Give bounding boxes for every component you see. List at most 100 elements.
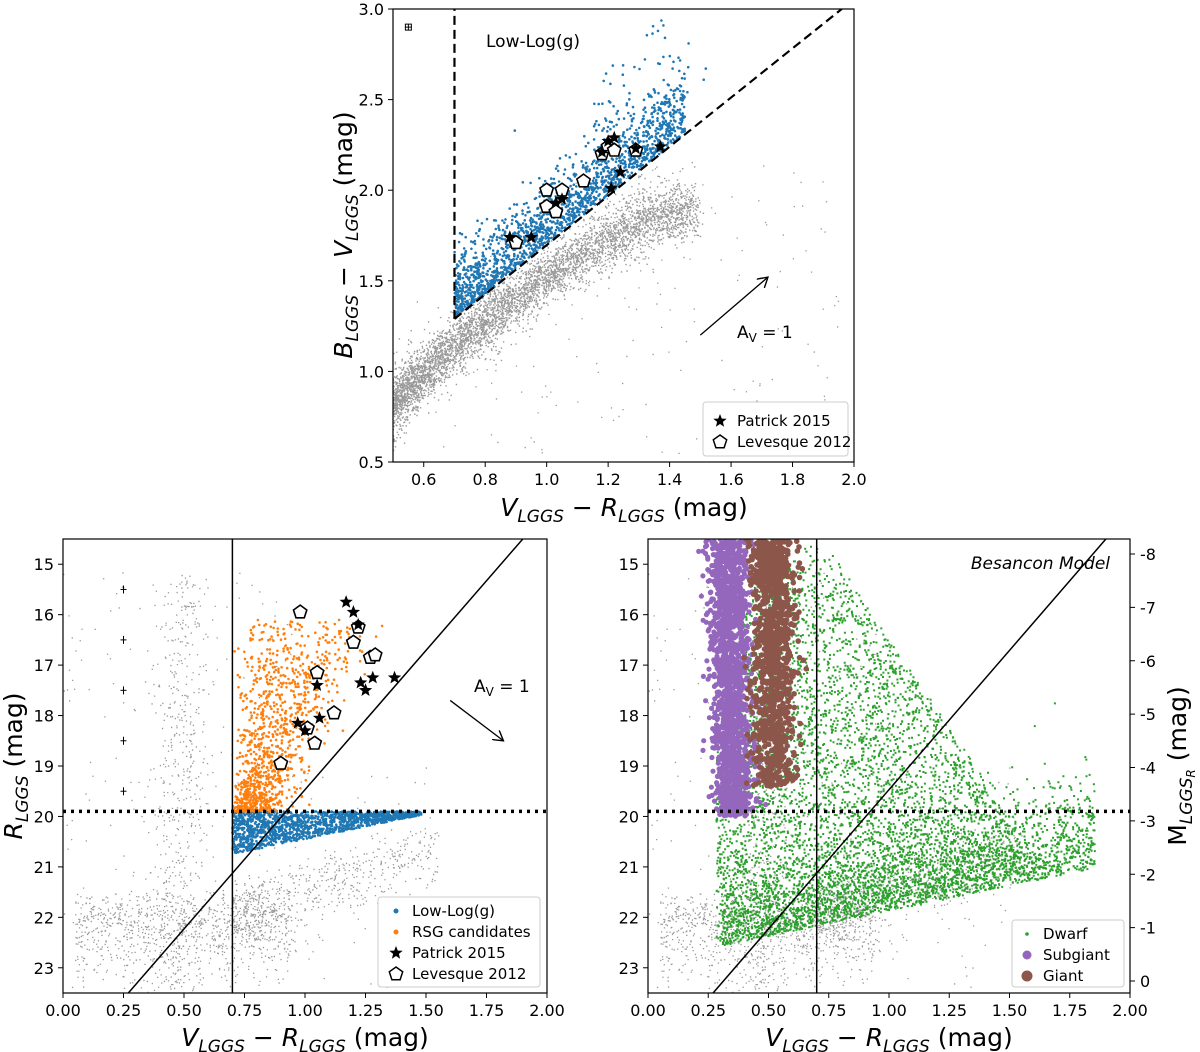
- patrick-2015-marker: [366, 670, 380, 684]
- y2-tick-label: -4: [1140, 759, 1156, 778]
- reddening-arrow: [449, 699, 503, 740]
- levesque-2012-marker: [575, 173, 592, 188]
- y2-tick-label: -8: [1140, 545, 1156, 564]
- legend-pentagon-icon: [388, 966, 404, 981]
- legend-giant-dot: [1021, 970, 1033, 982]
- y2-tick-label: -2: [1140, 865, 1156, 884]
- bottom-left-panel: 0.00 0.25 0.50 0.75 1.00 1.25 1.50 1.75 2.00 151…: [0, 538, 565, 1052]
- legend-low-logg-dot: [393, 908, 399, 914]
- levesque-2012-marker: [367, 647, 383, 662]
- dwarf-points: [715, 545, 1096, 946]
- patrick-2015-marker: [339, 595, 353, 608]
- y-tick-label: 2.5: [359, 91, 384, 110]
- giant-points: [741, 539, 809, 789]
- y-tick-label: 23: [34, 959, 54, 978]
- x-tick-label: 0.75: [811, 1001, 847, 1020]
- x-tick-label: 0.25: [690, 1001, 726, 1020]
- top-x-ticks: 0.6 0.8 1.0 1.2 1.4 1.6 1.8 2.0: [411, 462, 867, 489]
- y-tick-label: 15: [34, 555, 54, 574]
- top-legend-levesque: Levesque 2012: [737, 433, 851, 451]
- top-reddening-vector: [699, 277, 768, 336]
- bottom-right-panel: 0.00 0.25 0.50 0.75 1.00 1.25 1.50 1.75 2.00 151…: [619, 538, 1198, 1052]
- y-tick-label: 21: [34, 858, 54, 877]
- top-legend-icons: [712, 414, 728, 449]
- top-star-cloud: [393, 19, 840, 454]
- y-tick-label: 15: [619, 555, 639, 574]
- br-legend-dwarf: Dwarf: [1043, 925, 1088, 943]
- bl-y-ticks: 15 16 17 18 19 20 21 22 23: [34, 555, 63, 978]
- y2-tick-label: 0: [1140, 972, 1150, 991]
- x-tick-label: 0.50: [166, 1001, 202, 1020]
- patrick-2015-marker: [291, 716, 305, 729]
- y2-tick-label: -3: [1140, 812, 1156, 831]
- y-tick-label: 17: [619, 656, 639, 675]
- top-legend-box: [702, 401, 849, 457]
- br-x-ticks: 0.00 0.25 0.50 0.75 1.00 1.25 1.50 1.75 2.00: [630, 993, 1148, 1020]
- y-tick-label: 0.5: [359, 453, 384, 472]
- br-legend-subgiant: Subgiant: [1043, 946, 1110, 964]
- y-tick-label: 1.0: [359, 362, 384, 381]
- bl-legend-icons: [388, 908, 404, 981]
- y-tick-label: 20: [34, 807, 54, 826]
- x-tick-label: 1.25: [348, 1001, 384, 1020]
- reddening-arrow: [699, 277, 768, 336]
- levesque-2012-marker: [307, 735, 323, 750]
- y-tick-label: 22: [619, 908, 639, 927]
- y-tick-label: 19: [34, 757, 54, 776]
- y-tick-label: 2.0: [359, 181, 384, 200]
- br-cut-lines: [648, 539, 1130, 993]
- y2-tick-label: -7: [1140, 598, 1156, 617]
- y-tick-label: 16: [34, 606, 54, 625]
- patrick-2015-marker: [358, 683, 373, 696]
- x-tick-label: 0.00: [630, 1001, 666, 1020]
- bl-cut-lines: [63, 539, 547, 993]
- y2-tick-label: -6: [1140, 652, 1156, 671]
- top-legend: Patrick 2015 Levesque 2012: [702, 401, 851, 457]
- patrick-2015-marker: [555, 192, 569, 205]
- levesque-2012-marker: [326, 705, 342, 720]
- legend-subgiant-dot: [1022, 950, 1032, 960]
- x-tick-label: 1.25: [931, 1001, 967, 1020]
- x-tick-label: 1.0: [534, 470, 559, 489]
- bl-legend-levesque: Levesque 2012: [412, 965, 526, 983]
- bl-legend-lowlogg: Low-Log(g): [412, 902, 495, 920]
- br-legend: Dwarf Subgiant Giant: [1011, 919, 1125, 988]
- bl-x-axis-label: VLGGS − RLGGS (mag): [181, 1023, 429, 1052]
- legend-rsg-dot: [393, 929, 399, 935]
- y2-tick-label: -1: [1140, 919, 1156, 938]
- br-legend-icons: [1021, 932, 1033, 982]
- patrick-2015-marker: [503, 230, 517, 243]
- bl-legend-rsg: RSG candidates: [412, 923, 531, 941]
- low-logg-diagonal-boundary: [453, 9, 843, 320]
- bl-legend-patrick: Patrick 2015: [412, 944, 506, 962]
- x-tick-label: 0.25: [106, 1001, 142, 1020]
- y-tick-label: 19: [619, 757, 639, 776]
- patrick-2015-marker: [351, 617, 365, 631]
- top-y-ticks: 0.5 1.0 1.5 2.0 2.5 3.0: [359, 0, 393, 472]
- x-tick-label: 1.8: [780, 470, 805, 489]
- legend-pentagon-icon: [712, 434, 728, 449]
- x-tick-label: 0.50: [751, 1001, 787, 1020]
- patrick-2015-marker: [310, 678, 324, 691]
- br-secondary-y-ticks: -8 -7 -6 -5 -4 -3 -2 -1 0: [1130, 545, 1156, 991]
- patrick-2015-marker: [601, 134, 615, 147]
- y-tick-label: 3.0: [359, 0, 384, 19]
- br-y2-axis-label: MLGGSR (mag): [1163, 686, 1198, 846]
- br-star-cloud: [648, 539, 1096, 993]
- levesque-2012-marker: [273, 755, 289, 770]
- patrick-2015-marker: [613, 165, 628, 178]
- levesque-2012-marker: [539, 182, 555, 197]
- x-tick-label: 1.75: [469, 1001, 505, 1020]
- patrick-2015-marker: [354, 675, 368, 689]
- patrick-2015-marker: [524, 230, 538, 243]
- x-tick-label: 0.8: [472, 470, 497, 489]
- top-region-lines: [453, 9, 843, 320]
- x-tick-label: 1.6: [718, 470, 743, 489]
- x-tick-label: 1.4: [657, 470, 682, 489]
- top-plot-frame: [392, 8, 855, 463]
- top-y-axis-label: BLGGS − VLGGS (mag): [329, 111, 363, 358]
- patrick-2015-marker: [595, 145, 609, 158]
- x-tick-label: 0.00: [45, 1001, 81, 1020]
- br-legend-giant: Giant: [1043, 967, 1083, 985]
